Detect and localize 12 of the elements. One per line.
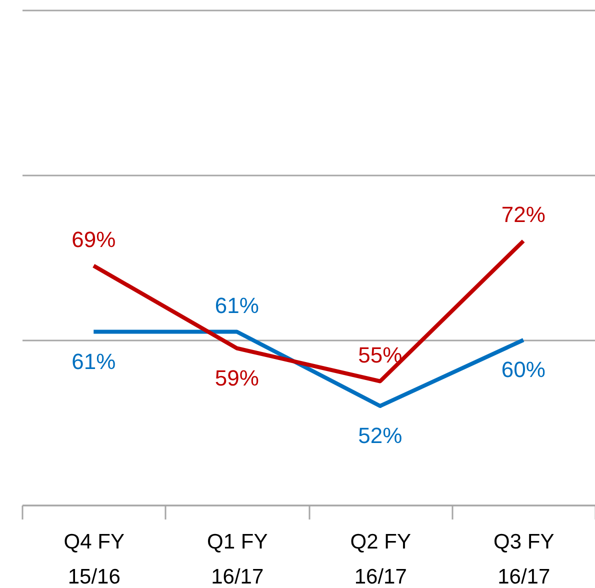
data-label: 55% (358, 342, 402, 368)
data-label: 69% (72, 226, 116, 252)
data-label: 60% (501, 357, 546, 382)
x-tick-label: Q1 FY 16/17 (207, 530, 268, 588)
x-tick-label: Q2 FY 16/17 (350, 530, 411, 588)
data-label: 72% (501, 202, 546, 227)
data-label: 61% (72, 348, 116, 374)
data-label: 61% (214, 292, 259, 318)
x-tick-label: Q3 FY 16/17 (494, 530, 554, 588)
x-tick-label: Q4 FY 15/16 (64, 530, 124, 588)
data-label: 52% (358, 423, 402, 448)
data-label: 59% (214, 365, 259, 390)
